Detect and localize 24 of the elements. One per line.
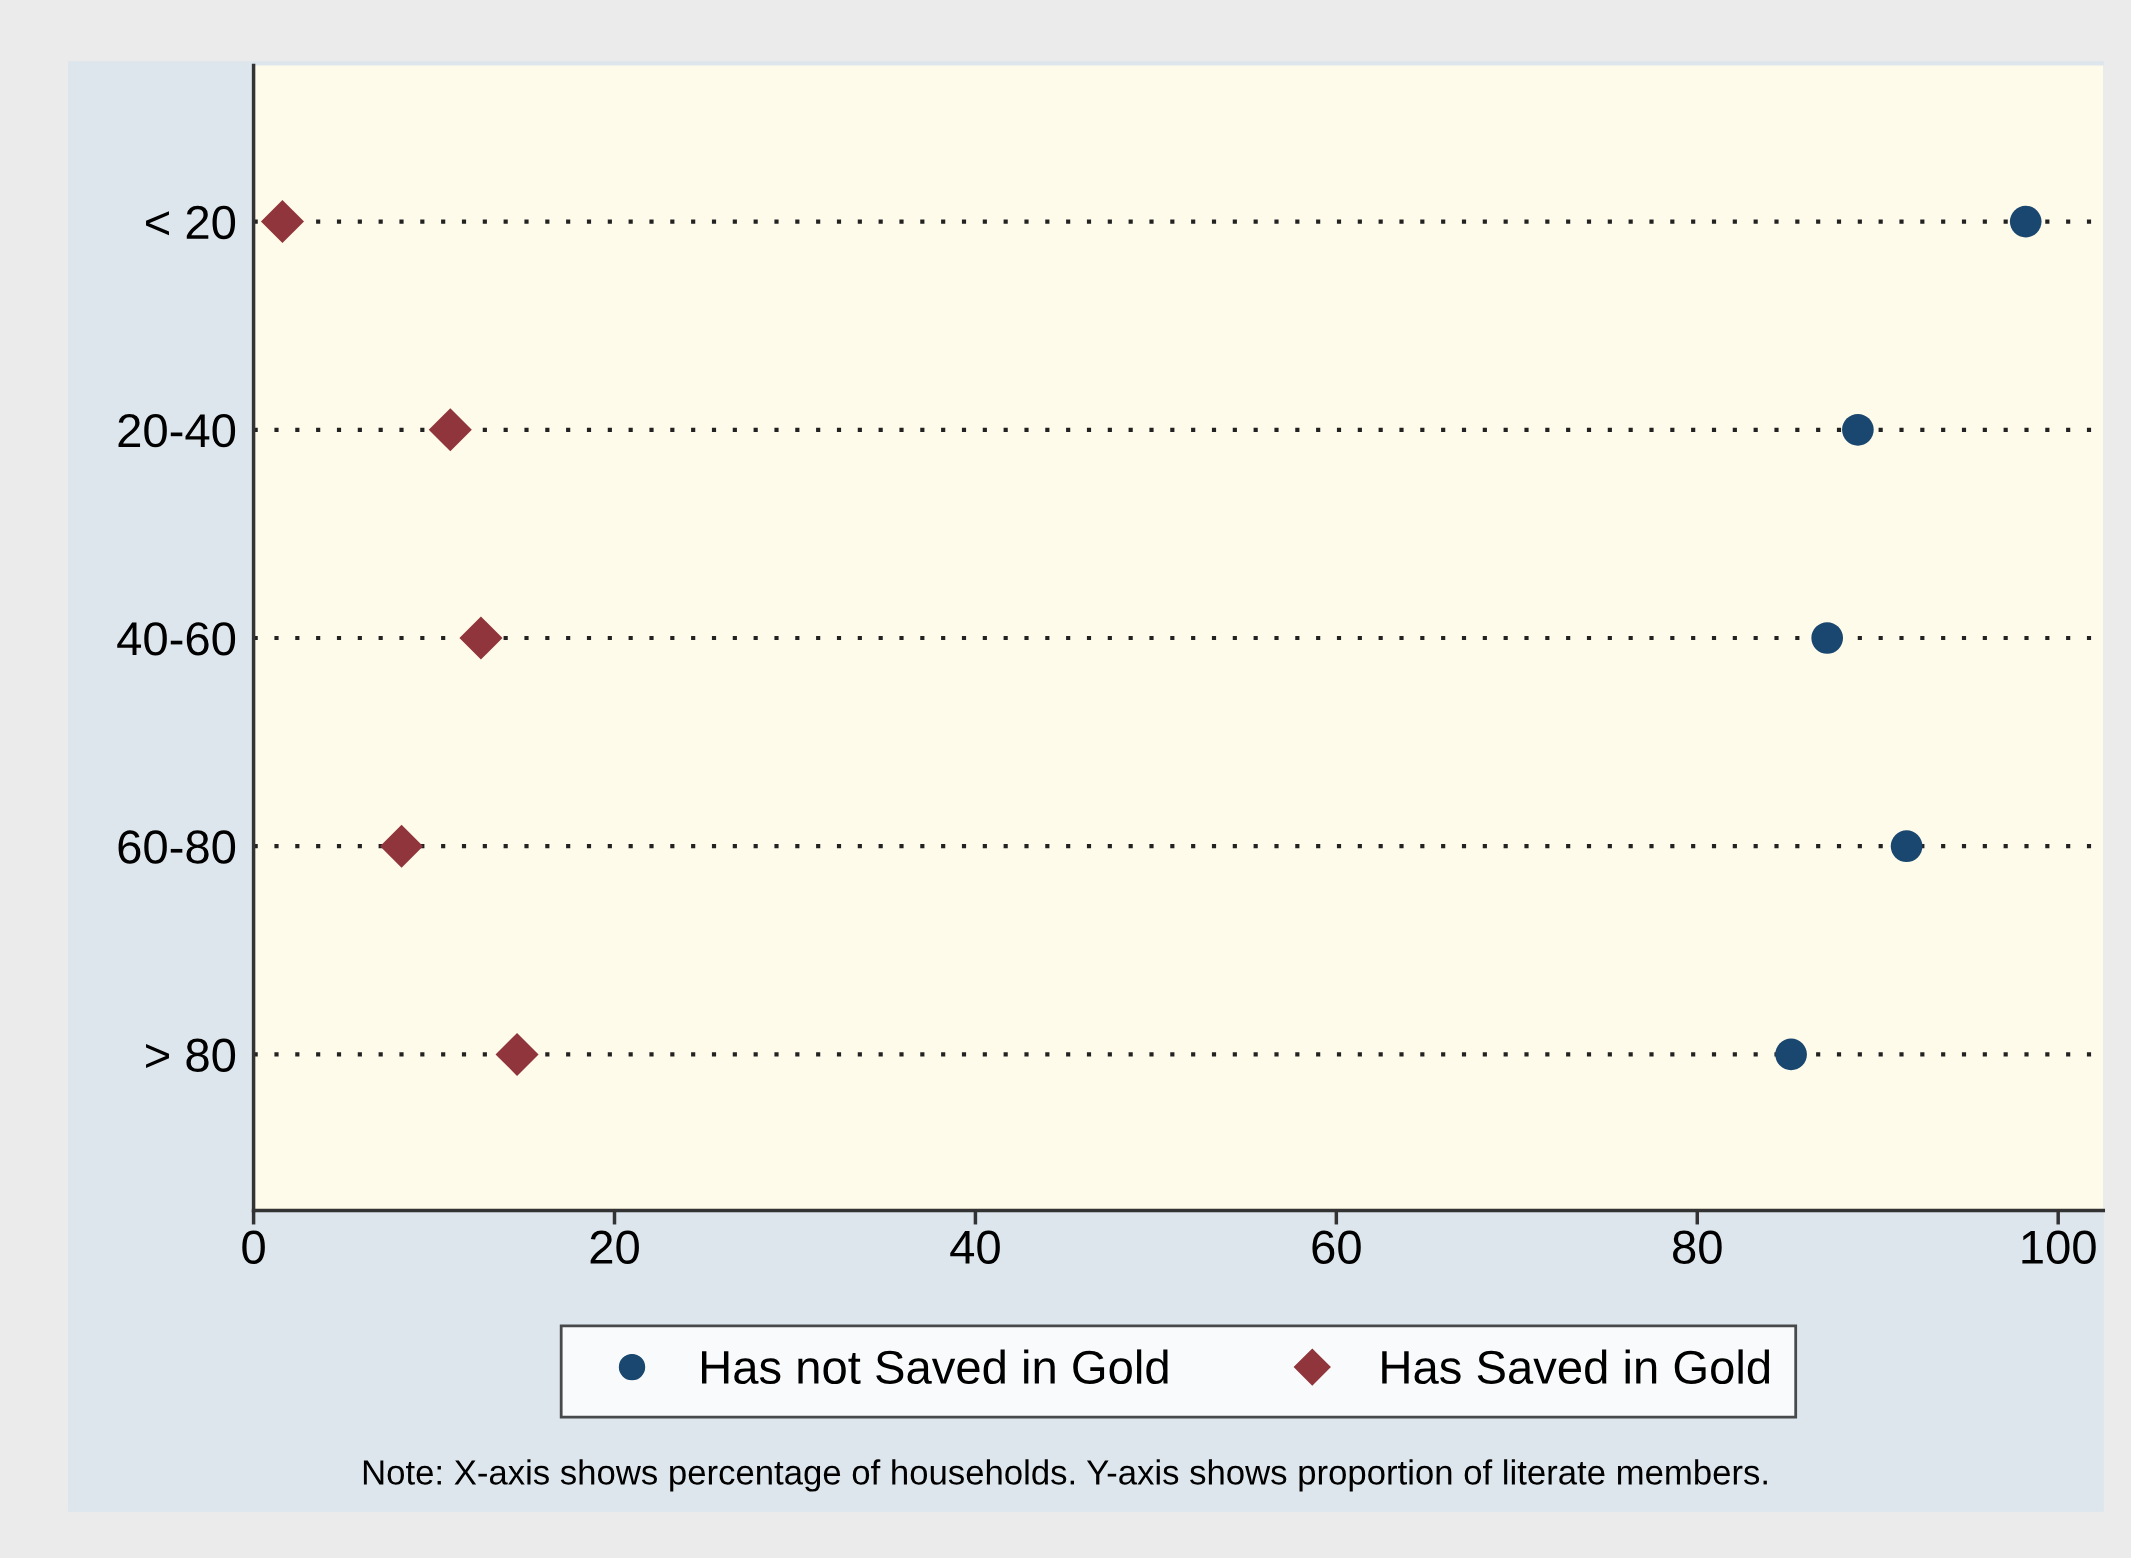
point bbox=[1890, 830, 1923, 863]
x-tick-label: 80 bbox=[1673, 1230, 1722, 1264]
y-tick-label: 40-60 bbox=[117, 622, 236, 656]
x-tick-label: 100 bbox=[2022, 1230, 2096, 1264]
point bbox=[1811, 622, 1844, 654]
point bbox=[428, 408, 472, 452]
text: Note: X-axis shows percentage of households. Y-axis shows proportion of literate members. bbox=[363, 1459, 1767, 1492]
y-tick-label: 20-40 bbox=[118, 413, 236, 448]
y-tick-label: < 20 bbox=[146, 205, 236, 240]
point bbox=[459, 616, 503, 660]
point bbox=[260, 200, 304, 244]
y-tick-label: 60-80 bbox=[118, 830, 236, 864]
point bbox=[2009, 205, 2042, 238]
y-tick-label: > 80 bbox=[146, 1038, 236, 1072]
x-tick-label: 60 bbox=[1312, 1230, 1361, 1264]
legend-label: Has Saved in Gold bbox=[1382, 1349, 1770, 1385]
point bbox=[1842, 413, 1874, 446]
point bbox=[380, 824, 424, 868]
x-tick-label: 40 bbox=[950, 1230, 1000, 1264]
legend-label: Has not Saved in Gold bbox=[702, 1349, 1168, 1385]
x-tick-label: 20 bbox=[590, 1230, 639, 1264]
point bbox=[495, 1032, 539, 1076]
point bbox=[1775, 1038, 1807, 1071]
x-tick-label: 0 bbox=[242, 1230, 265, 1264]
